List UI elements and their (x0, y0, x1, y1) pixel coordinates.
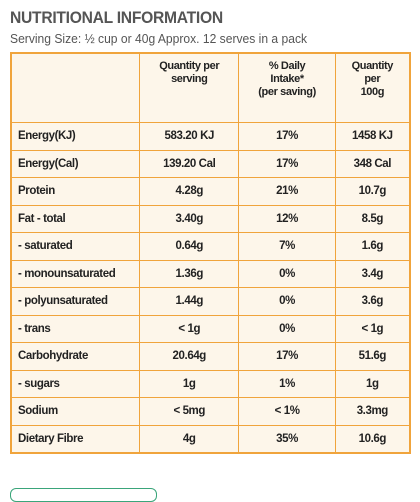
cell: 583.20 KJ (138, 122, 240, 151)
cell: 20.64g (138, 342, 240, 371)
header-line: % Daily (268, 60, 306, 72)
row: Dietary Fibre 4g 35% 10.6g (10, 424, 411, 454)
cell: 1.6g (334, 232, 411, 261)
cell: Dietary Fibre (10, 424, 140, 454)
cell: 4.28g (138, 177, 240, 206)
cell: 7% (238, 232, 336, 261)
cell: 0% (238, 314, 336, 343)
cell: 51.6g (334, 342, 411, 371)
header-line: (per saving) (258, 86, 316, 98)
cell: 139.20 Cal (138, 149, 240, 178)
row: - monounsaturated 1.36g 0% 3.4g (10, 259, 411, 288)
row: - polyunsaturated 1.44g 0% 3.6g (10, 287, 411, 316)
badge (10, 488, 157, 502)
nutrition-table: Quantity per serving% Daily Intake* (per sa… (10, 52, 411, 454)
header-line: serving (171, 73, 208, 85)
cell: - polyunsaturated (10, 287, 140, 316)
cell: 17% (238, 122, 336, 151)
cell: 17% (238, 342, 336, 371)
cell: 1% (238, 369, 336, 398)
header-row: Quantity per serving% Daily Intake* (per sa… (10, 52, 411, 123)
cell: - trans (10, 314, 140, 343)
cell: < 1g (138, 314, 240, 343)
header-cell: Quantity per 100g (334, 52, 411, 123)
cell: < 1g (334, 314, 411, 343)
header-cell (10, 52, 140, 123)
header-line: per (364, 73, 381, 85)
cell: 12% (238, 204, 336, 233)
cell: 3.3mg (334, 397, 411, 426)
cell: 3.4g (334, 259, 411, 288)
cell: 1.36g (138, 259, 240, 288)
cell: 10.7g (334, 177, 411, 206)
cell: 3.40g (138, 204, 240, 233)
cell: 10.6g (334, 424, 411, 454)
cell: 0.64g (138, 232, 240, 261)
cell: 0% (238, 259, 336, 288)
row: Energy(KJ) 583.20 KJ 17% 1458 KJ (10, 122, 411, 151)
cell: 8.5g (334, 204, 411, 233)
serving-info: Serving Size: ½ cup or 40g Approx. 12 se… (10, 31, 308, 46)
cell: 21% (238, 177, 336, 206)
cell: Sodium (10, 397, 140, 426)
cell: Energy(KJ) (10, 122, 140, 151)
header-cell: Quantity per serving (138, 52, 240, 123)
cell: 1.44g (138, 287, 240, 316)
cell: - sugars (10, 369, 140, 398)
row: - sugars 1g 1% 1g (10, 369, 411, 398)
cell: Energy(Cal) (10, 149, 140, 178)
cell: 35% (238, 424, 336, 454)
row: - saturated 0.64g 7% 1.6g (10, 232, 411, 261)
row: - trans < 1g 0% < 1g (10, 314, 411, 343)
cell: 3.6g (334, 287, 411, 316)
cell: < 5mg (138, 397, 240, 426)
cell: 17% (238, 149, 336, 178)
row: Fat - total 3.40g 12% 8.5g (10, 204, 411, 233)
header-line: 100g (360, 86, 385, 98)
row: Carbohydrate 20.64g 17% 51.6g (10, 342, 411, 371)
title: NUTRITIONAL INFORMATION (10, 8, 223, 27)
cell: Fat - total (10, 204, 140, 233)
row: Protein 4.28g 21% 10.7g (10, 177, 411, 206)
cell: 1g (334, 369, 411, 398)
cell: 4g (138, 424, 240, 454)
header-line: Quantity per (159, 60, 220, 72)
header-line: Quantity (351, 60, 394, 72)
cell: 0% (238, 287, 336, 316)
row: Sodium < 5mg < 1% 3.3mg (10, 397, 411, 426)
cell: - saturated (10, 232, 140, 261)
cell: < 1% (238, 397, 336, 426)
header-cell: % Daily Intake* (per saving) (238, 52, 336, 123)
row: Energy(Cal) 139.20 Cal 17% 348 Cal (10, 149, 411, 178)
cell: 1458 KJ (334, 122, 411, 151)
cell: - monounsaturated (10, 259, 140, 288)
cell: 348 Cal (334, 149, 411, 178)
cell: Protein (10, 177, 140, 206)
cell: 1g (138, 369, 240, 398)
cell: Carbohydrate (10, 342, 140, 371)
header-line: Intake* (270, 73, 304, 85)
